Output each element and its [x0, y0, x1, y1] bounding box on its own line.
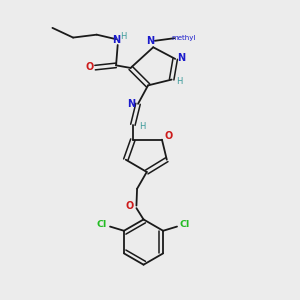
Text: H: H — [120, 32, 126, 41]
Text: O: O — [85, 62, 93, 72]
Text: H: H — [176, 77, 183, 86]
Text: H: H — [139, 122, 145, 131]
Text: Cl: Cl — [180, 220, 190, 230]
Text: N: N — [128, 99, 136, 109]
Text: N: N — [112, 35, 120, 46]
Text: methyl: methyl — [171, 35, 196, 41]
Text: O: O — [165, 131, 173, 141]
Text: O: O — [126, 201, 134, 211]
Text: N: N — [178, 52, 186, 63]
Text: Cl: Cl — [97, 220, 107, 230]
Text: N: N — [147, 36, 155, 46]
